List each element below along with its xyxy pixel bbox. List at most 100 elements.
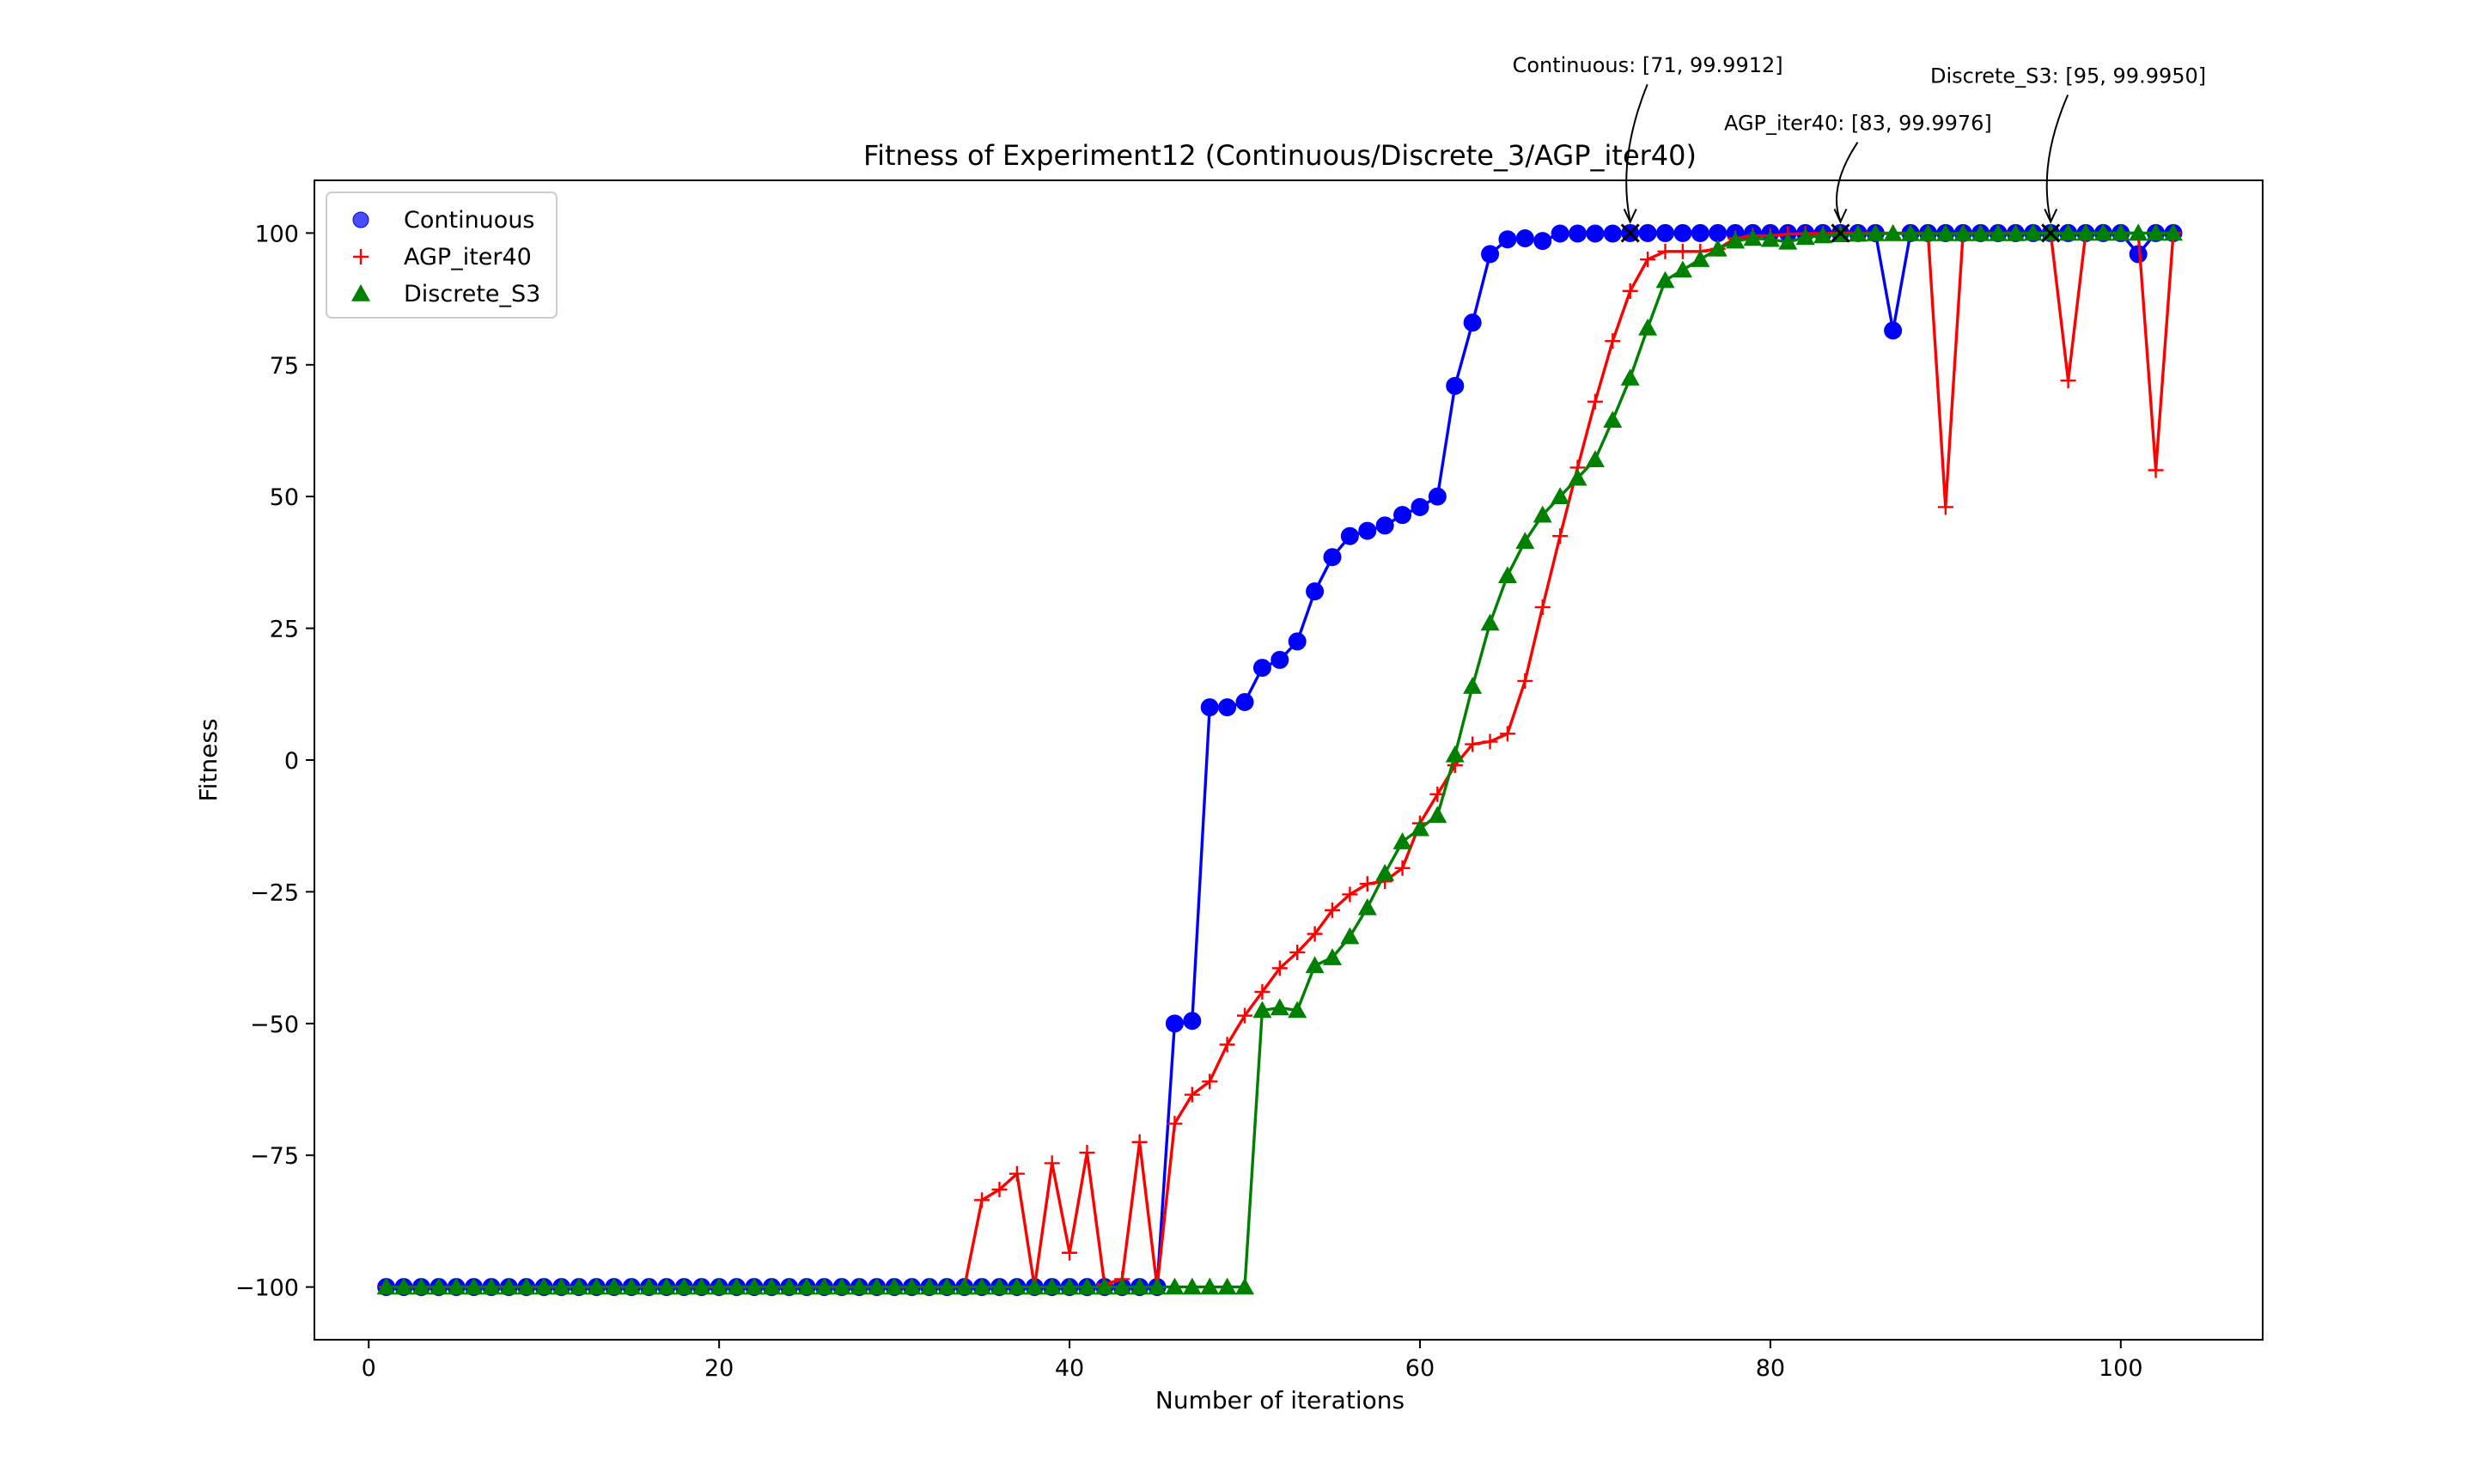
data-point <box>1270 998 1289 1016</box>
y-tick-label: 75 <box>270 353 299 380</box>
data-point <box>1953 223 1973 241</box>
data-point <box>1568 468 1587 486</box>
data-point <box>1219 1037 1235 1053</box>
data-point <box>1673 260 1692 278</box>
data-point <box>1743 228 1763 246</box>
data-point <box>1200 1277 1220 1295</box>
data-point <box>1726 231 1746 249</box>
data-point <box>534 1277 554 1295</box>
data-point <box>850 1277 869 1295</box>
data-point <box>1673 223 1692 242</box>
data-point <box>1620 368 1640 386</box>
legend-label: Discrete_S3 <box>404 281 540 307</box>
data-point <box>1428 806 1447 824</box>
data-point <box>1131 1134 1148 1150</box>
data-point <box>569 1277 588 1295</box>
data-point <box>1866 223 1886 241</box>
data-point <box>1445 745 1465 763</box>
data-point <box>551 1277 571 1295</box>
data-point <box>1359 876 1375 892</box>
annotation-label: AGP_iter40: [83, 99.9976] <box>1724 112 1992 136</box>
data-point <box>1515 532 1535 550</box>
data-point <box>1708 239 1728 257</box>
data-point <box>1062 1244 1078 1261</box>
data-point <box>1322 948 1342 965</box>
data-point <box>1077 1277 1097 1295</box>
data-point <box>516 1277 536 1295</box>
data-point <box>1202 1073 1218 1090</box>
data-point <box>1008 1165 1025 1182</box>
data-point <box>604 1277 624 1295</box>
data-point <box>1482 733 1498 750</box>
data-point <box>1042 1277 1062 1295</box>
data-point <box>1603 411 1623 429</box>
data-point <box>1709 223 1728 242</box>
chart-title: Fitness of Experiment12 (Continuous/Disc… <box>863 139 1697 172</box>
data-point <box>1674 243 1691 259</box>
annotation-arrowhead <box>1833 208 1848 224</box>
data-point <box>1638 223 1657 242</box>
data-point <box>867 1277 887 1295</box>
data-point <box>1340 927 1360 945</box>
data-point <box>1901 223 1921 241</box>
y-axis-label: Fitness <box>194 719 222 802</box>
data-point <box>1148 1277 1167 1295</box>
data-point <box>1463 313 1482 332</box>
annotation: AGP_iter40: [83, 99.9976] <box>1724 112 1992 243</box>
data-point <box>919 1277 939 1295</box>
data-point <box>1340 526 1359 545</box>
data-point <box>1305 956 1325 974</box>
data-point <box>1165 1277 1185 1295</box>
data-point <box>1533 232 1552 251</box>
data-point <box>1182 1277 1202 1295</box>
data-point <box>1587 393 1603 410</box>
data-point <box>1130 1277 1149 1295</box>
y-tick-label: −50 <box>250 1012 299 1038</box>
data-point <box>727 1277 746 1295</box>
legend-box <box>326 192 558 319</box>
data-point <box>885 1277 905 1295</box>
x-tick-label: 100 <box>2099 1355 2143 1382</box>
data-point <box>622 1277 642 1295</box>
data-point <box>1165 1014 1184 1033</box>
data-point <box>2093 223 2113 241</box>
data-point <box>1094 1277 1114 1295</box>
data-point <box>814 1277 834 1295</box>
data-point <box>1498 230 1517 249</box>
data-point <box>1655 271 1675 289</box>
data-point <box>1007 1277 1027 1295</box>
data-point <box>1497 566 1517 584</box>
x-tick-label: 80 <box>1756 1355 1785 1382</box>
data-point <box>1552 528 1569 544</box>
data-point <box>1079 1145 1095 1161</box>
annotation: Discrete_S3: [95, 99.9950] <box>1930 64 2206 243</box>
data-point <box>1392 832 1412 849</box>
data-point <box>692 1277 711 1295</box>
data-point <box>1254 984 1271 1000</box>
y-tick-label: −75 <box>250 1143 299 1170</box>
annotation-arrowhead <box>2044 208 2058 224</box>
data-point <box>2006 223 2026 241</box>
data-point <box>1533 505 1552 523</box>
data-point <box>1778 232 1798 250</box>
data-point <box>587 1277 606 1295</box>
x-tick-label: 0 <box>362 1355 376 1382</box>
annotation-label: Discrete_S3: [95, 99.9950] <box>1930 64 2206 88</box>
data-point <box>1971 223 1990 241</box>
data-point <box>1252 1000 1272 1019</box>
legend-label: Continuous <box>404 207 535 234</box>
data-point <box>2148 462 2164 478</box>
data-point <box>1603 224 1622 243</box>
data-point <box>1112 1277 1132 1295</box>
y-tick-label: 25 <box>270 617 299 643</box>
data-point <box>1235 693 1254 711</box>
data-point <box>1289 944 1306 960</box>
data-point <box>394 1277 414 1295</box>
data-point <box>1569 224 1587 243</box>
data-point <box>797 1277 817 1295</box>
data-point <box>1323 548 1342 567</box>
legend-marker <box>353 249 369 265</box>
data-point <box>1342 886 1358 903</box>
y-tick-label: 100 <box>254 221 299 247</box>
